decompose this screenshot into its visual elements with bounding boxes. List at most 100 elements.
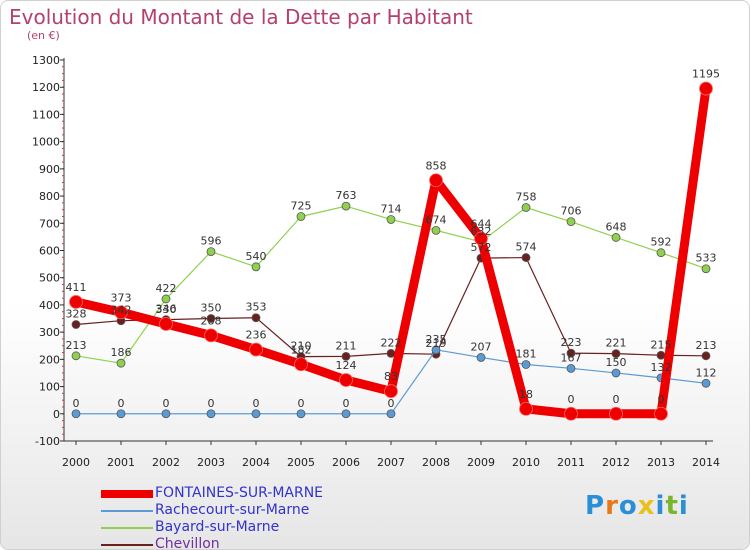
x-tick-label: 2000: [62, 456, 90, 469]
x-tick-label: 2006: [332, 456, 360, 469]
x-tick-label: 2001: [107, 456, 135, 469]
data-label: 235: [426, 333, 447, 346]
data-label: 213: [66, 339, 87, 352]
data-point: [114, 305, 128, 320]
y-tick-label: 700: [39, 217, 60, 230]
data-label: 219: [426, 337, 447, 350]
data-point: [654, 406, 668, 421]
data-label: 342: [111, 304, 132, 317]
axes: -100010020030040050060070080090010001100…: [32, 54, 720, 469]
data-label: 648: [606, 220, 627, 233]
data-point: [251, 409, 261, 419]
data-point: [341, 201, 351, 211]
data-label: 350: [201, 302, 222, 315]
y-tick-label: 500: [39, 272, 60, 285]
legend-label: FONTAINES-SUR-MARNE: [155, 485, 324, 501]
chart-unit: (en €): [27, 29, 60, 42]
data-label: 215: [651, 338, 672, 351]
data-point: [206, 247, 216, 256]
series-fontaines-sur-marne: [69, 81, 713, 421]
data-label: 632: [471, 225, 492, 238]
data-label: 714: [381, 202, 402, 215]
data-label: 353: [246, 301, 267, 314]
series-layer: [69, 81, 713, 421]
data-point: [564, 406, 578, 421]
data-label: 592: [651, 236, 672, 249]
y-tick-label: 400: [39, 299, 60, 312]
data-label: 83: [384, 370, 398, 383]
data-label: 167: [561, 351, 582, 364]
data-label: 186: [111, 346, 132, 359]
y-tick-label: 1100: [32, 108, 60, 121]
logo-letter: i: [678, 491, 689, 521]
y-tick-label: -100: [35, 435, 60, 448]
data-point: [386, 348, 396, 358]
data-label: 207: [471, 340, 492, 353]
data-label: 210: [291, 340, 312, 353]
series-bayard-sur-marne: [71, 201, 711, 368]
data-point: [701, 378, 711, 388]
legend-swatch: [101, 526, 153, 529]
x-tick-label: 2014: [692, 456, 720, 469]
chart-title: Evolution du Montant de la Dette par Hab…: [9, 5, 473, 29]
data-point: [206, 314, 216, 323]
data-point: [431, 345, 441, 355]
x-tick-label: 2004: [242, 456, 270, 469]
data-label: 858: [426, 159, 447, 172]
x-tick-label: 2013: [647, 456, 675, 469]
data-point: [341, 351, 351, 361]
data-point: [249, 342, 263, 357]
data-label: 533: [696, 252, 717, 265]
y-tick-label: 100: [39, 381, 60, 394]
x-tick-label: 2012: [602, 456, 630, 469]
data-label: 213: [696, 339, 717, 352]
data-point: [609, 406, 623, 421]
data-label: 132: [651, 361, 672, 374]
data-label: 422: [156, 282, 177, 295]
data-label: 0: [388, 397, 395, 410]
legend-item: Bayard-sur-Marne: [101, 519, 361, 536]
legend-item: Rachecourt-sur-Marne: [101, 502, 361, 519]
data-point: [476, 353, 486, 362]
logo-letter: i: [655, 491, 666, 521]
y-tick-label: 1300: [32, 54, 60, 67]
logo-letter: t: [665, 491, 679, 521]
data-label: 112: [696, 366, 717, 379]
y-tick-label: 200: [39, 353, 60, 366]
data-label: 0: [253, 397, 260, 410]
data-point: [206, 409, 216, 419]
data-point: [656, 248, 666, 258]
data-point: [699, 81, 713, 96]
data-point: [161, 409, 171, 419]
data-point: [386, 409, 396, 419]
legend-label: Bayard-sur-Marne: [155, 519, 280, 535]
data-label: 182: [291, 343, 312, 356]
legend-swatch: [101, 543, 153, 546]
data-point: [521, 203, 531, 212]
data-label: 288: [201, 314, 222, 327]
data-point: [71, 320, 81, 329]
data-point: [611, 349, 621, 359]
data-label: 0: [613, 393, 620, 406]
data-point: [566, 363, 576, 373]
data-label: 763: [336, 189, 357, 202]
data-label: 223: [561, 336, 582, 349]
data-label: 725: [291, 199, 312, 212]
data-label: 222: [381, 336, 402, 349]
data-label: 181: [516, 348, 537, 361]
data-label: 0: [658, 393, 665, 406]
data-label: 572: [471, 241, 492, 254]
data-point: [116, 409, 126, 419]
data-point: [386, 215, 396, 224]
data-label: 0: [118, 397, 125, 410]
data-point: [161, 294, 171, 304]
data-label: 150: [606, 356, 627, 369]
data-point: [611, 368, 621, 378]
data-point: [611, 233, 621, 242]
y-tick-label: 1000: [32, 136, 60, 149]
data-label: 0: [208, 397, 215, 410]
data-label: 411: [66, 281, 87, 294]
data-label: 706: [561, 205, 582, 218]
